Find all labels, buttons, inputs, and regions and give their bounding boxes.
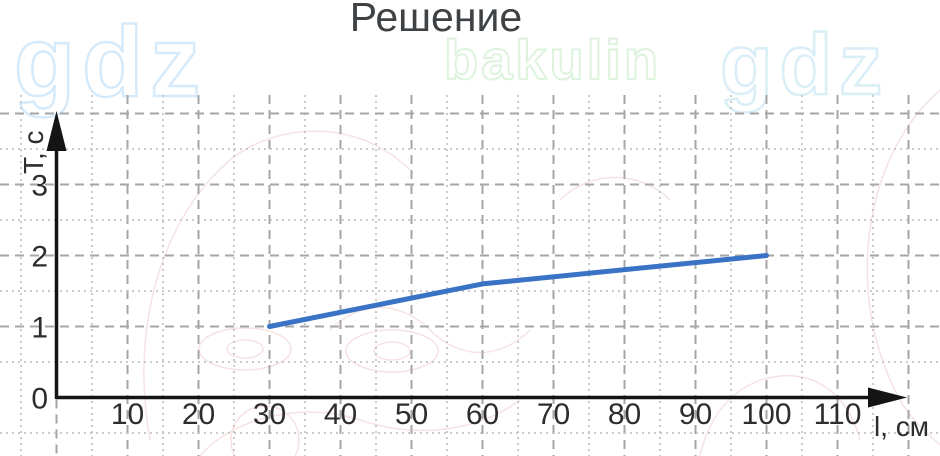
ornament-arc-1 [143, 130, 411, 441]
x-axis-label: l, см [874, 411, 929, 442]
ornament-arc-right [866, 89, 940, 446]
x-tick-label: 70 [537, 398, 570, 431]
x-tick-label: 100 [741, 398, 791, 431]
x-tick-label: 50 [395, 398, 428, 431]
ornament-arc-3 [329, 306, 531, 354]
ornament-eye-right [345, 329, 439, 373]
x-tick-label: 90 [679, 398, 712, 431]
x-tick-label: 10 [111, 398, 144, 431]
ornament-eye-left [198, 327, 292, 371]
y-tick-label: 1 [31, 312, 48, 345]
watermark-gdz-left: gdz [13, 6, 208, 118]
ornament-circle-bottom [230, 405, 300, 456]
y-tick-label: 2 [31, 241, 48, 274]
page-title: Решение [349, 0, 523, 40]
watermark-gdz-right: gdz [719, 17, 890, 113]
y-tick-label: 0 [31, 383, 48, 416]
y-axis-arrow [46, 111, 67, 151]
x-tick-label: 40 [324, 398, 357, 431]
x-tick-label: 80 [608, 398, 641, 431]
ornament-eye-right-inner [373, 341, 411, 361]
ornament-arc-bottom [699, 374, 861, 456]
y-axis-label: T, с [18, 130, 49, 174]
ornament-eye-left-inner [226, 339, 264, 359]
y-tick-label: 3 [31, 170, 48, 203]
x-tick-label: 110 [814, 398, 862, 431]
x-tick-label: 60 [466, 398, 499, 431]
ornament-arc-2 [199, 399, 521, 456]
x-tick-label: 20 [182, 398, 215, 431]
watermark-bakulin: bakulin [443, 28, 662, 91]
series-line [267, 253, 769, 329]
x-tick-label: 30 [253, 398, 286, 431]
x-axis-arrow [868, 387, 907, 408]
